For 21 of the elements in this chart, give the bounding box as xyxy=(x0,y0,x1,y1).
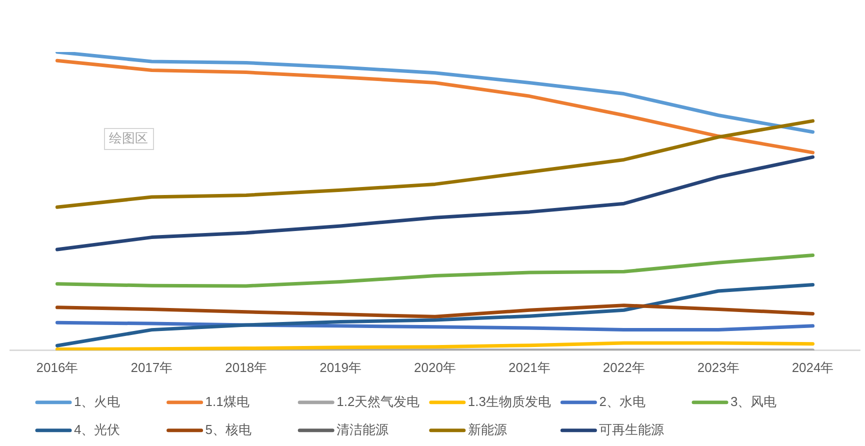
x-tick-label: 2020年 xyxy=(414,360,456,375)
legend-label: 3、风电 xyxy=(730,394,777,409)
legend-label: 4、光伏 xyxy=(74,422,120,437)
x-tick-label: 2017年 xyxy=(130,360,173,375)
legend-label: 1、火电 xyxy=(74,394,120,409)
legend-label: 清洁能源 xyxy=(336,422,389,437)
x-tick-label: 2022年 xyxy=(602,360,645,375)
x-tick-label: 2023年 xyxy=(697,360,740,375)
x-tick-label: 2018年 xyxy=(225,360,268,375)
annotation: 绘图区 xyxy=(109,130,148,146)
x-tick-label: 2016年 xyxy=(36,360,78,375)
legend-label: 5、核电 xyxy=(205,422,252,437)
x-tick-label: 2019年 xyxy=(320,360,362,375)
x-tick-label: 2024年 xyxy=(792,360,834,375)
legend-label: 2、水电 xyxy=(599,394,646,409)
legend-label: 可再生能源 xyxy=(599,422,664,437)
legend-label: 新能源 xyxy=(468,422,507,437)
legend-label: 1.1煤电 xyxy=(205,394,250,409)
legend-label: 1.3生物质发电 xyxy=(468,394,551,409)
x-tick-label: 2021年 xyxy=(508,360,550,375)
legend-label: 1.2天然气发电 xyxy=(336,394,420,409)
